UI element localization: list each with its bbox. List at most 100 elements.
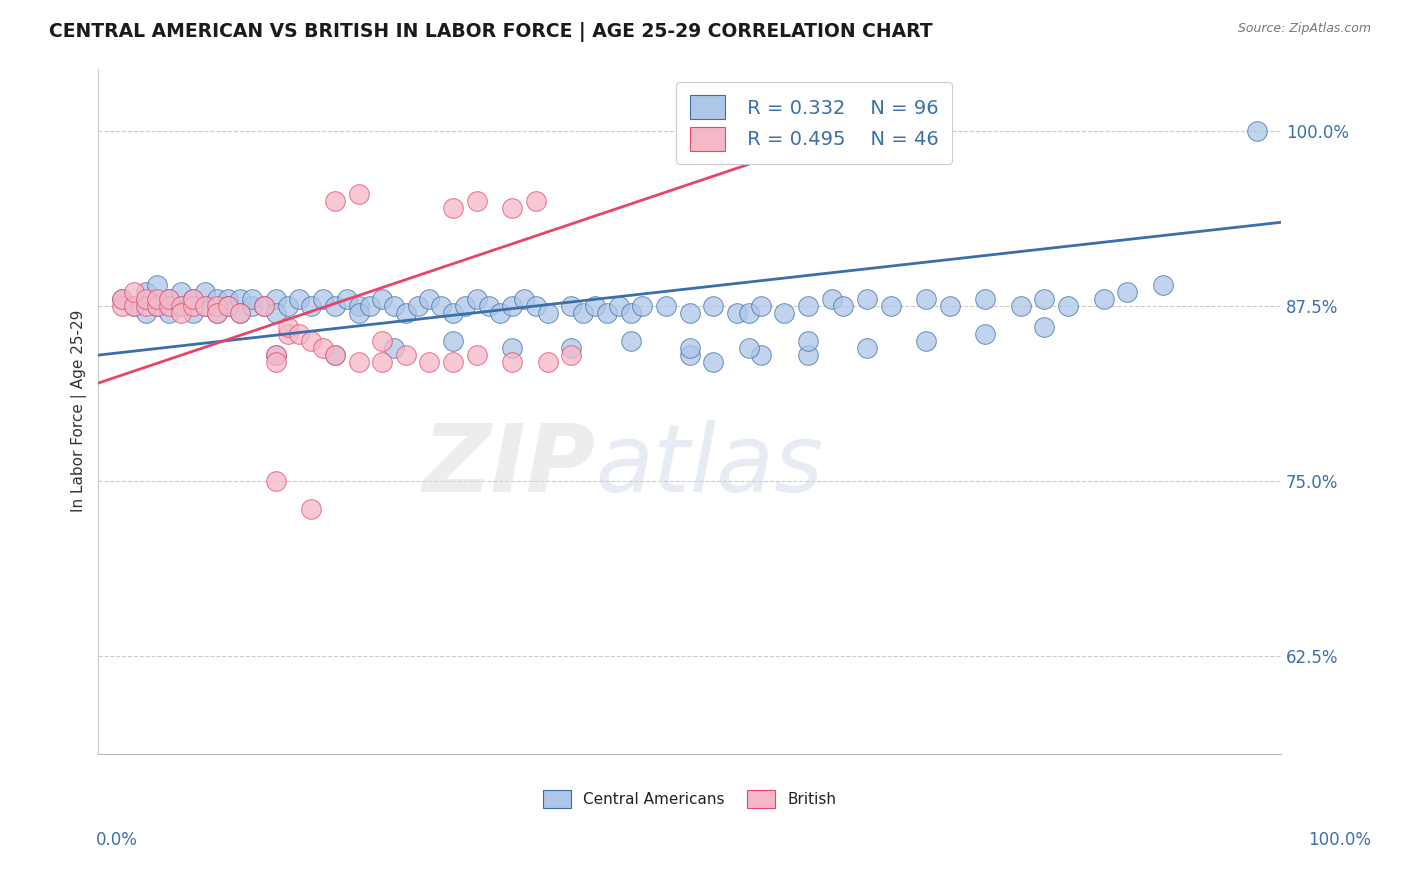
- Point: [974, 292, 997, 306]
- Point: [406, 299, 429, 313]
- Point: [749, 299, 772, 313]
- Point: [277, 299, 299, 313]
- Point: [240, 299, 263, 313]
- Point: [537, 306, 560, 320]
- Point: [915, 292, 938, 306]
- Point: [229, 306, 252, 320]
- Point: [1116, 285, 1139, 300]
- Point: [524, 299, 547, 313]
- Point: [974, 327, 997, 342]
- Point: [371, 355, 394, 369]
- Point: [181, 292, 204, 306]
- Point: [395, 348, 418, 362]
- Text: ZIP: ZIP: [422, 420, 595, 512]
- Point: [607, 299, 630, 313]
- Point: [371, 334, 394, 348]
- Point: [738, 341, 761, 355]
- Point: [749, 348, 772, 362]
- Point: [253, 299, 276, 313]
- Point: [478, 299, 501, 313]
- Point: [832, 299, 855, 313]
- Point: [312, 292, 335, 306]
- Point: [229, 292, 252, 306]
- Point: [572, 306, 595, 320]
- Point: [194, 299, 217, 313]
- Point: [489, 306, 512, 320]
- Point: [157, 292, 180, 306]
- Point: [181, 306, 204, 320]
- Point: [288, 327, 311, 342]
- Point: [323, 348, 346, 362]
- Point: [441, 355, 464, 369]
- Point: [122, 299, 145, 313]
- Point: [501, 341, 523, 355]
- Point: [382, 299, 405, 313]
- Text: 0.0%: 0.0%: [96, 831, 138, 849]
- Point: [1246, 124, 1268, 138]
- Point: [264, 348, 287, 362]
- Point: [1033, 320, 1056, 334]
- Point: [560, 299, 582, 313]
- Point: [135, 292, 157, 306]
- Point: [856, 292, 879, 306]
- Point: [170, 299, 193, 313]
- Point: [596, 306, 619, 320]
- Point: [264, 306, 287, 320]
- Point: [170, 306, 193, 320]
- Point: [382, 341, 405, 355]
- Point: [441, 202, 464, 216]
- Point: [229, 306, 252, 320]
- Point: [323, 348, 346, 362]
- Point: [264, 292, 287, 306]
- Point: [217, 299, 239, 313]
- Point: [1152, 278, 1174, 293]
- Point: [277, 320, 299, 334]
- Point: [430, 299, 453, 313]
- Point: [679, 348, 702, 362]
- Point: [679, 306, 702, 320]
- Point: [738, 306, 761, 320]
- Point: [146, 278, 169, 293]
- Point: [205, 306, 228, 320]
- Point: [359, 299, 381, 313]
- Point: [194, 299, 217, 313]
- Point: [312, 341, 335, 355]
- Point: [583, 299, 606, 313]
- Point: [170, 299, 193, 313]
- Point: [264, 355, 287, 369]
- Point: [619, 334, 641, 348]
- Point: [146, 299, 169, 313]
- Point: [418, 355, 440, 369]
- Point: [347, 187, 370, 202]
- Point: [299, 299, 322, 313]
- Point: [264, 348, 287, 362]
- Point: [856, 341, 879, 355]
- Point: [560, 348, 582, 362]
- Point: [122, 299, 145, 313]
- Point: [915, 334, 938, 348]
- Point: [253, 299, 276, 313]
- Point: [465, 348, 488, 362]
- Point: [725, 306, 748, 320]
- Text: 100.0%: 100.0%: [1308, 831, 1371, 849]
- Point: [170, 285, 193, 300]
- Text: atlas: atlas: [595, 420, 824, 511]
- Point: [194, 285, 217, 300]
- Point: [501, 202, 523, 216]
- Point: [336, 292, 359, 306]
- Point: [299, 334, 322, 348]
- Point: [205, 306, 228, 320]
- Point: [619, 306, 641, 320]
- Point: [157, 292, 180, 306]
- Point: [797, 334, 820, 348]
- Point: [465, 292, 488, 306]
- Point: [323, 194, 346, 209]
- Point: [441, 306, 464, 320]
- Point: [181, 292, 204, 306]
- Point: [441, 334, 464, 348]
- Point: [797, 299, 820, 313]
- Point: [181, 299, 204, 313]
- Point: [1033, 292, 1056, 306]
- Point: [217, 292, 239, 306]
- Point: [111, 292, 134, 306]
